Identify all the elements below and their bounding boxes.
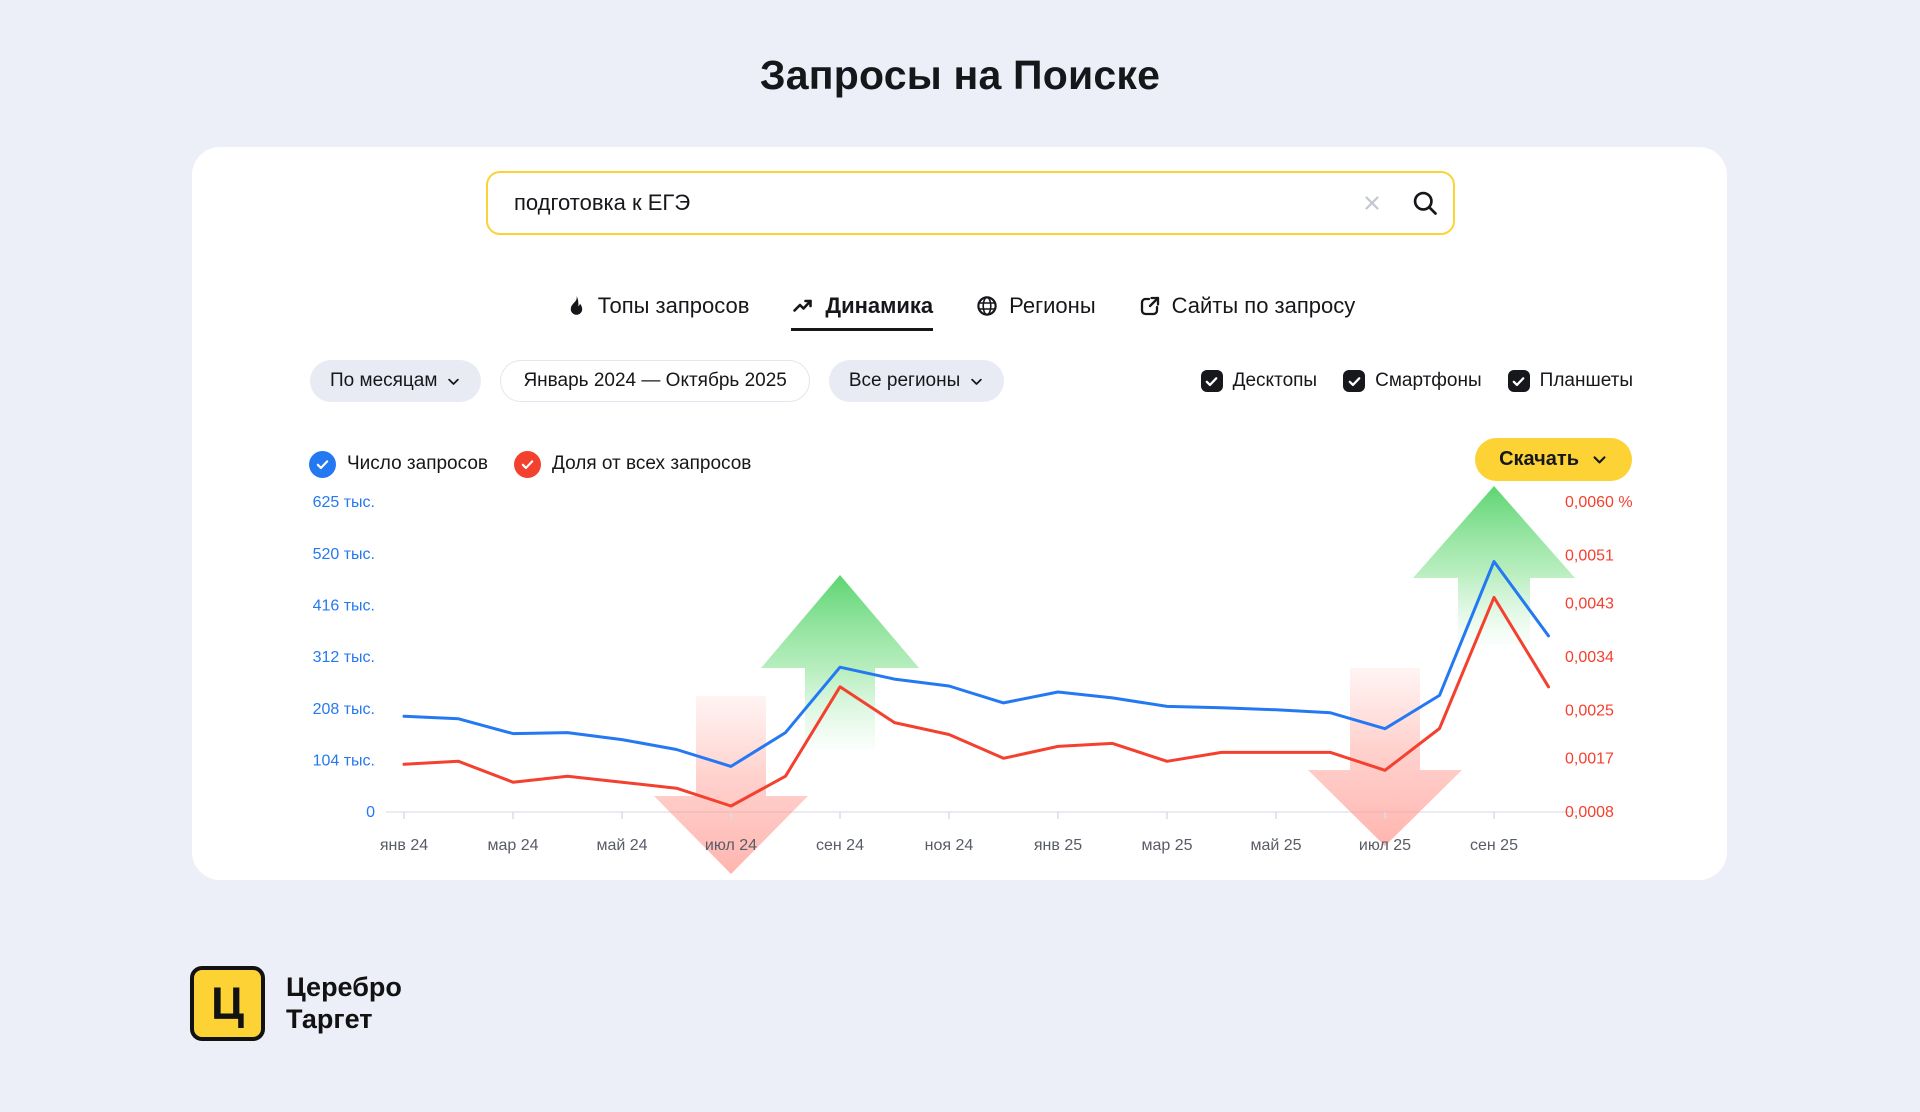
svg-text:416 тыс.: 416 тыс. (313, 598, 375, 615)
search-input[interactable] (488, 173, 1361, 233)
magnifier-icon[interactable] (1411, 189, 1439, 217)
globe-icon (975, 294, 999, 318)
svg-text:208 тыс.: 208 тыс. (313, 701, 375, 718)
checkbox-checked-icon[interactable] (1343, 370, 1366, 392)
trend-up-icon (791, 294, 815, 318)
tab-regions[interactable]: Регионы (975, 293, 1096, 331)
date-range-select[interactable]: Январь 2024 — Октябрь 2025 (500, 360, 810, 402)
device-filters: Десктопы Смартфоны Планшеты (1200, 360, 1633, 402)
svg-text:июл 24: июл 24 (705, 837, 757, 854)
svg-text:0,0043: 0,0043 (1565, 595, 1614, 612)
device-label: Смартфоны (1375, 370, 1482, 391)
svg-text:0: 0 (366, 804, 375, 821)
svg-text:ноя 24: ноя 24 (925, 837, 974, 854)
legend-item-share[interactable]: Доля от всех запросов (514, 450, 752, 478)
svg-text:0,0025: 0,0025 (1565, 703, 1614, 720)
svg-text:янв 25: янв 25 (1034, 837, 1082, 854)
dynamics-chart: 625 тыс. 520 тыс. 416 тыс. 312 тыс. 208 тыс.… (313, 486, 1633, 874)
brand-line1: Церебро (286, 971, 402, 1002)
tab-sites[interactable]: Сайты по запросу (1138, 293, 1356, 331)
svg-text:0,0008: 0,0008 (1565, 804, 1614, 821)
legend-label: Число запросов (347, 453, 488, 474)
check-circle-icon (514, 450, 541, 478)
main-card: Топы запросов Динамика Р (192, 147, 1727, 880)
period-label: По месяцам (330, 370, 438, 391)
legend-label: Доля от всех запросов (552, 453, 752, 474)
period-select[interactable]: По месяцам (310, 360, 482, 402)
svg-text:0,0051: 0,0051 (1565, 548, 1614, 565)
cerebro-target-logo: Ц (190, 966, 265, 1041)
search-button[interactable] (1411, 189, 1439, 217)
close-icon[interactable] (1361, 192, 1383, 214)
tabs: Топы запросов Динамика Р (192, 293, 1727, 331)
svg-text:янв 24: янв 24 (380, 837, 428, 854)
download-button[interactable]: Скачать (1475, 438, 1632, 481)
device-desktops[interactable]: Десктопы (1200, 370, 1318, 392)
device-label: Планшеты (1539, 370, 1633, 391)
tab-tops[interactable]: Топы запросов (564, 293, 750, 331)
filter-bar: По месяцам Январь 2024 — Октябрь 2025 Вс… (310, 360, 1005, 402)
legend-item-queries[interactable]: Число запросов (309, 450, 488, 478)
fire-icon (564, 294, 588, 318)
svg-text:104 тыс.: 104 тыс. (313, 752, 375, 769)
logo-letter: Ц (211, 977, 244, 1029)
svg-text:625 тыс.: 625 тыс. (313, 494, 375, 511)
download-label: Скачать (1499, 448, 1579, 470)
svg-text:0,0060 %: 0,0060 % (1565, 494, 1633, 511)
checkbox-checked-icon[interactable] (1200, 370, 1223, 392)
device-tablets[interactable]: Планшеты (1507, 370, 1633, 392)
chevron-down-icon (1593, 456, 1606, 464)
device-label: Десктопы (1232, 370, 1318, 391)
tab-label: Динамика (825, 293, 934, 318)
check-circle-icon (309, 450, 336, 478)
svg-text:май 24: май 24 (596, 837, 647, 854)
svg-text:мар 25: мар 25 (1141, 837, 1192, 854)
tab-dynamics[interactable]: Динамика (791, 293, 934, 331)
tab-label: Топы запросов (597, 293, 750, 318)
chevron-down-icon (971, 378, 983, 385)
tab-label: Сайты по запросу (1171, 293, 1356, 318)
svg-text:0,0034: 0,0034 (1565, 649, 1614, 666)
chevron-down-icon (448, 378, 460, 385)
tab-label: Регионы (1009, 293, 1096, 318)
search-box (486, 171, 1455, 235)
brand-name: Церебро Таргет (286, 972, 402, 1036)
brand-line2: Таргет (286, 1003, 373, 1034)
svg-text:мар 24: мар 24 (487, 837, 538, 854)
svg-text:312 тыс.: 312 тыс. (313, 649, 375, 666)
svg-text:520 тыс.: 520 тыс. (313, 546, 375, 563)
page-title: Запросы на Поиске (759, 52, 1161, 98)
svg-text:0,0017: 0,0017 (1565, 750, 1614, 767)
brand-footer: Ц Церебро Таргет (190, 966, 402, 1041)
svg-text:сен 25: сен 25 (1470, 837, 1518, 854)
svg-text:сен 24: сен 24 (816, 837, 864, 854)
region-label: Все регионы (848, 370, 961, 391)
svg-text:май 25: май 25 (1250, 837, 1301, 854)
clear-search-button[interactable] (1361, 192, 1383, 214)
device-smartphones[interactable]: Смартфоны (1343, 370, 1482, 392)
chart-legend: Число запросов Доля от всех запросов (309, 443, 751, 485)
checkbox-checked-icon[interactable] (1507, 370, 1530, 392)
svg-text:июл 25: июл 25 (1359, 837, 1411, 854)
region-select[interactable]: Все регионы (828, 360, 1005, 402)
date-range-label: Январь 2024 — Октябрь 2025 (523, 370, 787, 391)
external-link-icon (1138, 294, 1162, 318)
